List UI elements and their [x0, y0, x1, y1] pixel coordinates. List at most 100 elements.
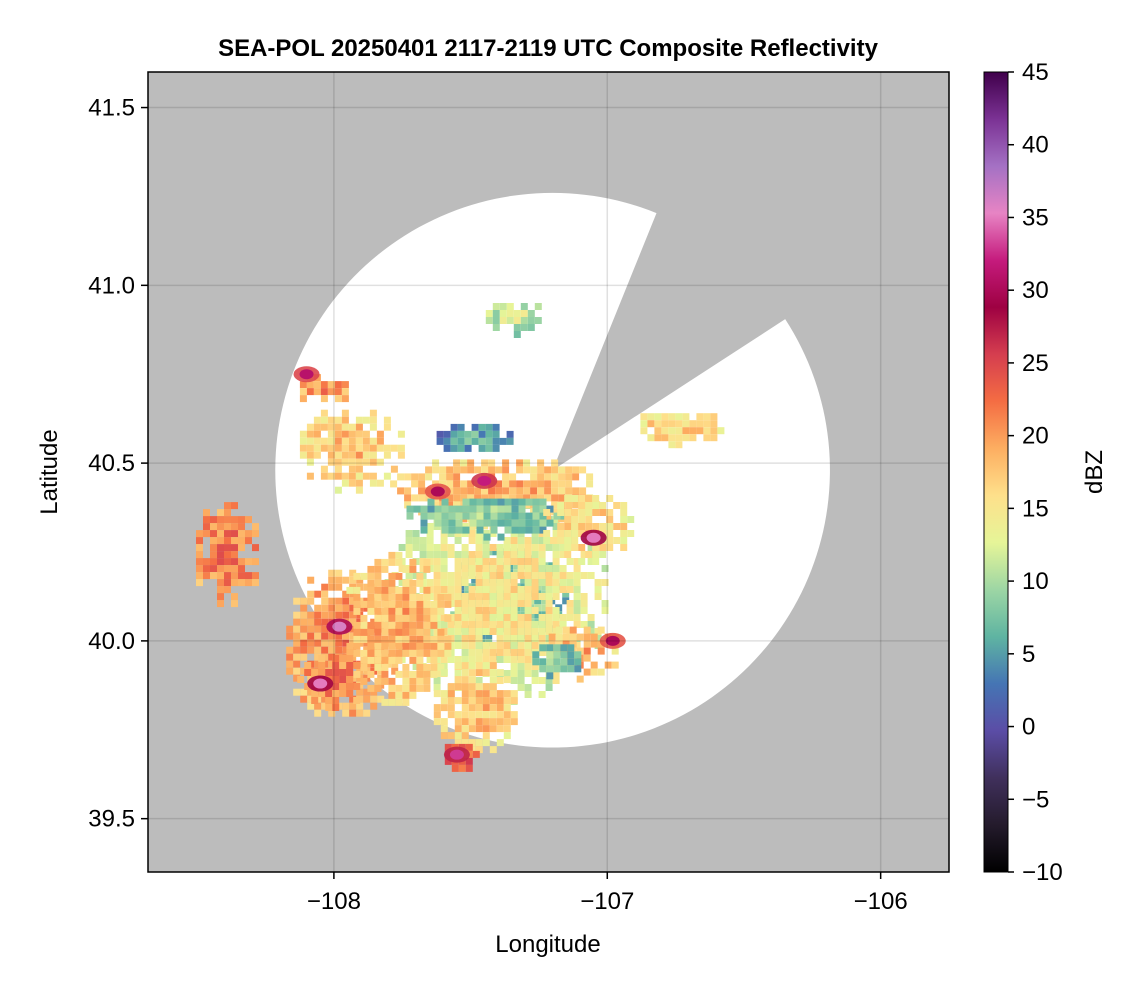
echo-cell: [496, 621, 504, 628]
echo-cell: [613, 537, 621, 544]
echo-cell: [454, 607, 462, 614]
echo-cell: [462, 526, 470, 534]
echo-cell: [299, 395, 307, 403]
echo-cell: [409, 677, 417, 685]
echo-cell: [440, 614, 448, 621]
echo-cell: [587, 558, 595, 565]
echo-cell: [492, 317, 500, 324]
echo-cell: [238, 523, 245, 531]
echo-cell: [587, 544, 595, 551]
echo-cell: [405, 551, 413, 558]
echo-cell: [418, 480, 426, 488]
echo-cell: [503, 565, 511, 572]
echo-cell: [430, 600, 438, 608]
echo-cell: [510, 551, 518, 558]
echo-cell: [482, 628, 490, 635]
echo-cell: [557, 509, 565, 516]
echo-cell: [423, 635, 431, 643]
echo-cell: [710, 427, 718, 435]
echo-cell: [560, 512, 568, 520]
x-tick-label: −106: [854, 888, 908, 915]
echo-cell: [369, 444, 377, 452]
echo-cell: [367, 628, 375, 636]
echo-cell: [353, 635, 361, 643]
echo-cell: [300, 695, 308, 703]
echo-cell: [360, 614, 368, 622]
echo-cell: [436, 430, 444, 438]
echo-cell: [569, 633, 577, 641]
echo-cell: [353, 642, 361, 650]
echo-cell: [592, 558, 600, 565]
echo-cell: [461, 649, 469, 656]
echo-cell: [416, 635, 424, 643]
echo-cell: [454, 732, 462, 740]
echo-cell: [594, 635, 602, 642]
echo-cell: [481, 487, 489, 495]
echo-cell: [381, 635, 389, 643]
echo-cell: [557, 523, 565, 530]
echo-cell: [300, 653, 308, 661]
echo-cell: [517, 593, 525, 600]
echo-cell: [537, 487, 545, 495]
echo-cell: [313, 430, 321, 438]
echo-cell: [524, 565, 532, 572]
echo-cell: [210, 523, 217, 531]
echo-cell: [367, 649, 375, 657]
echo-cell: [252, 523, 259, 531]
echo-cell: [510, 711, 518, 719]
echo-cell: [409, 621, 417, 629]
echo-cell: [474, 487, 482, 495]
echo-cell: [388, 698, 396, 706]
echo-cell: [430, 663, 438, 671]
echo-cell: [369, 451, 377, 459]
echo-cell: [339, 683, 347, 690]
echo-cell: [482, 649, 490, 656]
colorbar-label: dBZ: [1081, 450, 1108, 494]
echo-cell: [592, 495, 600, 502]
echo-cell: [433, 551, 441, 558]
echo-cell: [374, 558, 382, 566]
echo-cell: [531, 572, 539, 579]
echo-region-northwest-clusters: [299, 409, 405, 494]
echo-cell: [447, 704, 455, 712]
echo-cell: [423, 593, 431, 601]
echo-cell: [531, 642, 539, 649]
echo-cell: [454, 718, 462, 726]
echo-cell: [552, 544, 560, 551]
echo-cell: [571, 495, 579, 502]
echo-cell: [489, 649, 497, 656]
echo-cell: [468, 690, 476, 698]
echo-cell: [388, 558, 396, 566]
echo-cell: [224, 523, 231, 531]
echo-cell: [578, 523, 586, 530]
echo-cell: [341, 458, 349, 466]
echo-cell: [510, 697, 518, 705]
echo-cell: [395, 698, 403, 706]
echo-cell: [427, 512, 435, 520]
echo-cell: [412, 544, 420, 551]
echo-cell: [252, 530, 259, 538]
echo-cell: [583, 647, 591, 655]
echo-cell: [569, 626, 577, 634]
echo-cell: [409, 691, 417, 699]
echo-cell: [565, 473, 573, 481]
echo-cell: [530, 480, 538, 488]
echo-cell: [579, 487, 587, 495]
echo-cell: [321, 646, 329, 654]
echo-cell: [416, 684, 424, 692]
echo-cell: [335, 646, 343, 654]
echo-cell: [482, 718, 490, 726]
echo-cell: [538, 649, 546, 656]
echo-cell: [668, 420, 676, 428]
echo-cell: [495, 480, 503, 488]
echo-cell: [454, 600, 462, 607]
echo-cell: [559, 565, 567, 572]
echo-cell: [553, 651, 561, 659]
echo-cell: [238, 579, 245, 587]
echo-cell: [444, 614, 452, 622]
echo-cell: [426, 544, 434, 551]
echo-cell: [381, 558, 389, 566]
echo-cell: [551, 508, 559, 516]
echo-cell: [601, 579, 609, 586]
